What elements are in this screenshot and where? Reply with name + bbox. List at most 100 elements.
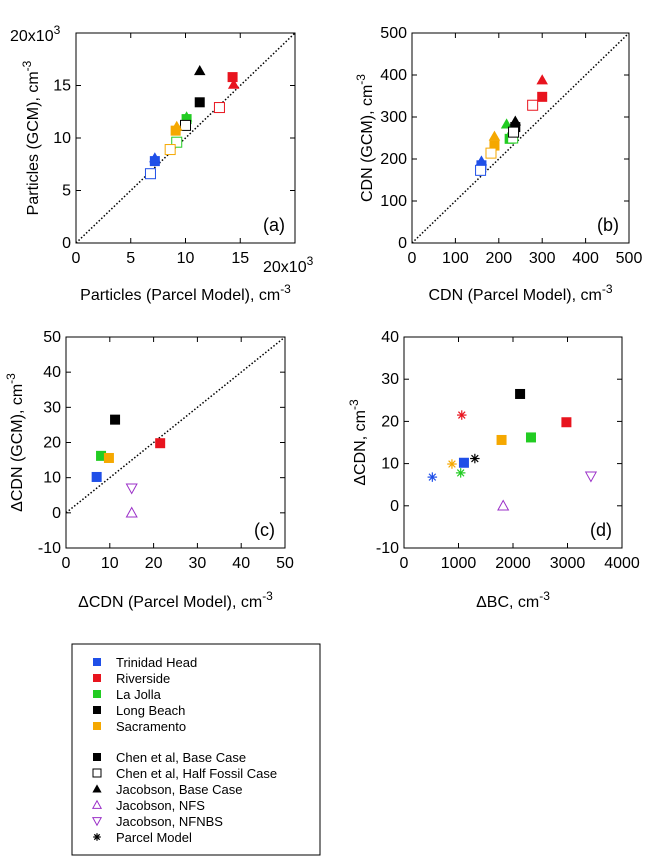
data-point: [103, 452, 114, 463]
x-tick-label: 15: [231, 250, 249, 267]
legend-label-longbeach: Long Beach: [116, 703, 185, 718]
x-tick-label: 300: [529, 250, 556, 267]
y-tick-label: 30: [43, 399, 61, 416]
legend-marker-trinidad: [93, 658, 101, 666]
y-tick-label: 40: [381, 329, 399, 346]
data-point: [485, 147, 497, 159]
data-point: [96, 450, 107, 461]
data-point: [525, 432, 536, 443]
x-axis-label: CDN (Parcel Model), cm-3: [428, 282, 612, 304]
data-point: [489, 140, 500, 151]
y-axis-label: ΔCDN (GCM), cm-3: [4, 373, 26, 512]
y-tick-label: 5: [62, 183, 71, 200]
x-axis-label: Particles (Parcel Model), cm-3: [80, 282, 291, 304]
unit-superscript: -3: [262, 589, 273, 603]
legend-marker-riverside: [93, 674, 101, 682]
unit-superscript: -3: [280, 282, 291, 296]
x-tick-label: 4000: [604, 555, 640, 572]
legend-label-trinidad: Trinidad Head: [116, 655, 197, 670]
y-tick-label: 40: [43, 364, 61, 381]
asterisk-stroke: [428, 473, 437, 481]
data-point: [227, 72, 238, 83]
y-tick-label: 200: [380, 151, 407, 168]
asterisk-stroke: [448, 460, 456, 468]
data-point: [458, 457, 469, 468]
one-to-one-line: [65, 336, 286, 514]
legend-label-jacobson-nfnbs: Jacobson, NFNBS: [116, 814, 223, 829]
legend-marker-sacramento: [93, 722, 101, 730]
y-tick-label: 10: [53, 130, 71, 147]
data-point: [164, 144, 176, 156]
x-tick-label: 200: [485, 250, 512, 267]
y-tick-label: 500: [380, 25, 407, 42]
legend-marker-parcel: [93, 833, 101, 841]
legend-marker-chen-half: [92, 768, 102, 778]
y-tick-label: 400: [380, 67, 407, 84]
legend-marker-lajolla: [93, 690, 101, 698]
legend-label-jacobson-nfs: Jacobson, NFS: [116, 798, 205, 813]
unit-superscript: -3: [354, 74, 368, 85]
y-tick-label: -10: [376, 540, 399, 557]
panel-label: (c): [254, 520, 275, 540]
legend-label-lajolla: La Jolla: [116, 687, 162, 702]
data-point: [496, 434, 507, 445]
y-tick-label: 100: [380, 193, 407, 210]
x-axis-multiplier: 20x103: [263, 254, 314, 276]
data-point: [536, 74, 548, 85]
legend-label-parcel: Parcel Model: [116, 830, 192, 845]
y-axis-label: ΔCDN, cm-3: [347, 399, 369, 486]
data-point: [155, 438, 166, 449]
x-axis-label: ΔCDN (Parcel Model), cm-3: [78, 589, 273, 611]
panel-label: (a): [263, 215, 285, 235]
x-tick-label: 400: [572, 250, 599, 267]
y-axis-label: CDN (GCM), cm-3: [354, 74, 376, 202]
data-point: [527, 99, 539, 111]
unit-superscript: 3: [54, 23, 61, 37]
y-tick-label: 20: [381, 413, 399, 430]
x-tick-label: 20: [145, 555, 163, 572]
x-tick-label: 0: [72, 250, 81, 267]
data-point: [213, 102, 225, 114]
y-tick-label: 0: [390, 498, 399, 515]
x-tick-label: 50: [276, 555, 294, 572]
y-tick-label: 0: [62, 235, 71, 252]
data-point: [508, 126, 520, 138]
one-to-one-line: [75, 32, 296, 244]
data-point: [497, 499, 510, 511]
data-point: [227, 78, 240, 89]
plot-frame: [403, 336, 623, 549]
unit-superscript: -3: [539, 589, 550, 603]
y-tick-label: -10: [38, 540, 61, 557]
data-point: [144, 168, 156, 180]
data-point: [561, 417, 572, 428]
data-point: [470, 453, 480, 464]
legend-label-jacobson-base: Jacobson, Base Case: [116, 782, 242, 797]
asterisk-stroke: [456, 469, 465, 477]
x-tick-label: 3000: [550, 555, 586, 572]
plot-frame: [65, 336, 286, 549]
plot-frame: [411, 32, 630, 244]
x-tick-label: 10: [177, 250, 195, 267]
data-point: [427, 472, 438, 482]
panel-label: (d): [590, 520, 612, 540]
data-point: [180, 119, 191, 131]
y-tick-label: 0: [52, 505, 61, 522]
legend-marker-longbeach: [93, 706, 101, 714]
legend-marker-jacobson-base: [92, 784, 102, 793]
legend-label-sacramento: Sacramento: [116, 719, 186, 734]
data-point: [509, 115, 522, 126]
x-tick-label: 0: [408, 250, 417, 267]
data-point: [149, 152, 161, 163]
x-tick-label: 100: [442, 250, 469, 267]
data-point: [110, 414, 121, 425]
data-point: [125, 483, 138, 495]
y-tick-label: 300: [380, 109, 407, 126]
x-tick-label: 500: [616, 250, 643, 267]
y-tick-label: 50: [43, 329, 61, 346]
y-axis-label: Particles (GCM), cm-3: [20, 60, 42, 215]
y-tick-label: 10: [43, 470, 61, 487]
data-point: [180, 111, 193, 122]
x-tick-label: 0: [400, 555, 409, 572]
legend-label-chen-base: Chen et al, Base Case: [116, 750, 246, 765]
